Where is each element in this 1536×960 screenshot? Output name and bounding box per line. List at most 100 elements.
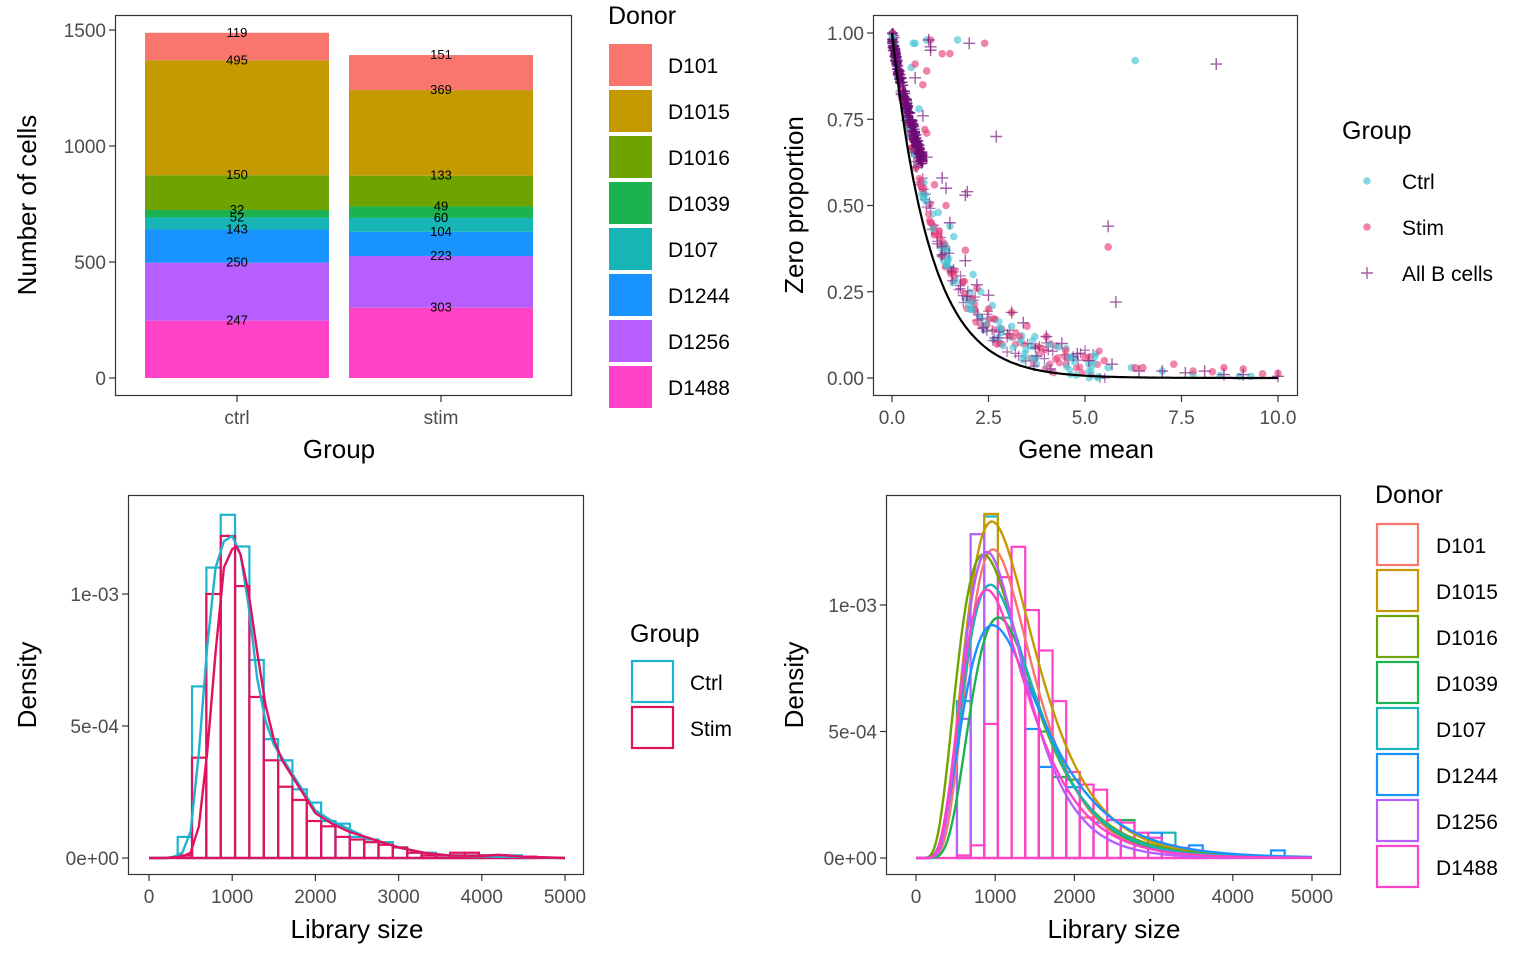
bar-value-label: 495 [226, 52, 248, 67]
point-stim [961, 246, 970, 255]
density-curves [149, 534, 566, 860]
point-all-b-cells [990, 130, 1003, 143]
hist-bin-d1488 [969, 844, 986, 860]
hist-bin-d107 [983, 515, 1000, 860]
point-stim [1169, 360, 1178, 369]
x-tick-label: 0 [911, 887, 922, 908]
point-stim [946, 49, 954, 58]
bar-value-label: 60 [434, 210, 448, 225]
legend-label: D1016 [1436, 627, 1498, 650]
point-all-b-cells [1040, 330, 1053, 343]
legend-key-d1244 [609, 274, 652, 316]
hist-bin-ctrl [248, 658, 265, 860]
y-tick-label: 1e-03 [828, 596, 877, 617]
point-band-stim [1072, 364, 1081, 372]
point-all-b-cells [1106, 358, 1119, 371]
point-band-all [932, 238, 943, 249]
point-stim [1139, 363, 1147, 372]
legend-title: Donor [608, 2, 676, 30]
y-tick-label: 0e+00 [66, 849, 119, 870]
legend-label: D1244 [668, 285, 730, 308]
x-tick-label: 4000 [461, 887, 503, 908]
x-tick-label: stim [424, 408, 459, 429]
x-tick-label: 2000 [1053, 887, 1095, 908]
bar-value-label: 247 [226, 313, 248, 328]
point-dense-all [904, 115, 915, 126]
point-stim [1023, 322, 1031, 331]
point-stim [1189, 367, 1197, 375]
plot-border [127, 494, 585, 876]
legend-key-d1488 [609, 366, 652, 408]
legend-label: D107 [668, 239, 718, 262]
bar-value-label: 143 [226, 222, 248, 237]
legend-key-d101 [609, 44, 652, 86]
bar-segment-d1244-ctrl [145, 229, 329, 263]
bar-value-label: 223 [430, 248, 452, 263]
legend-label: D101 [1436, 535, 1486, 558]
panel-libsize-by-group: 0e+00 5e-04 1e-03 0 1000 2000 3000 4000 5000 Li… [12, 494, 732, 944]
hist-bin-d1244 [1037, 765, 1054, 860]
point-ctrl [1065, 353, 1074, 362]
y-axis-title: Zero proportion [779, 116, 809, 294]
point-band-ctrl [921, 190, 930, 199]
legend-label: D1039 [1436, 673, 1498, 696]
point-band-ctrl [943, 262, 952, 270]
point-all-b-cells [922, 33, 935, 46]
point-band-ctrl [1063, 362, 1071, 371]
point-dense-all [915, 150, 926, 161]
point-all-b-cells [920, 151, 933, 164]
point-all-b-cells [1055, 337, 1068, 350]
point-all-b-cells [959, 189, 972, 202]
bar-value-label: 250 [226, 255, 248, 270]
bar-segment-d107-ctrl [145, 217, 329, 230]
x-tick-label: 5.0 [1072, 408, 1098, 429]
point-dense-all [917, 158, 928, 169]
point-ctrl [953, 36, 962, 44]
x-tick-label: 0 [144, 887, 155, 908]
x-axis-title: Library size [291, 914, 424, 944]
legend-label: D1256 [1436, 811, 1498, 834]
point-all-b-cells [970, 278, 983, 291]
x-axis-title: Library size [1048, 914, 1181, 944]
x-tick-label: 0.0 [879, 408, 905, 429]
hist-bin-stim [363, 841, 380, 860]
point-band-stim [1051, 355, 1060, 363]
legend-label: Ctrl [1402, 171, 1435, 194]
y-tick-label: 0.75 [827, 110, 864, 131]
legend-key-ctrl [630, 659, 675, 704]
point-ctrl [1031, 332, 1039, 341]
point-band-ctrl [999, 342, 1007, 350]
y-tick-label: 500 [74, 253, 106, 274]
point-stim [1208, 367, 1217, 376]
point-band-stim [920, 184, 928, 192]
bar-segment-d1488-ctrl [145, 320, 329, 378]
x-axis-ticks: 0 1000 2000 3000 4000 5000 [911, 875, 1333, 908]
legend-label: D1015 [1436, 581, 1498, 604]
x-tick-label: 1000 [211, 887, 253, 908]
point-band-all [1030, 342, 1041, 353]
legend-key-d1015 [609, 90, 652, 132]
point-band-ctrl [1085, 367, 1093, 376]
point-band-stim [951, 267, 959, 275]
bar-segment-d1015-stim [349, 90, 533, 176]
x-tick-label: 2000 [294, 887, 336, 908]
hist-bin-stim [262, 759, 280, 860]
point-all-b-cells [961, 185, 974, 198]
legend-key-d1016 [609, 136, 652, 178]
y-axis-title: Density [12, 642, 42, 729]
point-band-stim [935, 227, 943, 235]
density-curve-d107 [916, 583, 1312, 860]
point-dense-all [901, 99, 912, 110]
density-curve-d1488 [916, 588, 1313, 860]
point-all-b-cells [909, 71, 922, 84]
hist-bin-stim [276, 785, 294, 860]
legend-key-d101 [1375, 522, 1420, 567]
y-tick-label: 5e-04 [70, 717, 119, 738]
point-band-stim [924, 210, 933, 218]
legend-donor-outline: Donor D101 D1015 D1016 D1039 D107 D1244 D1256 D… [1375, 481, 1498, 889]
y-tick-label: 0.50 [827, 197, 864, 218]
point-all-b-cells [1005, 306, 1018, 319]
point-band-stim [972, 318, 980, 326]
hist-bin-stim [248, 695, 265, 860]
